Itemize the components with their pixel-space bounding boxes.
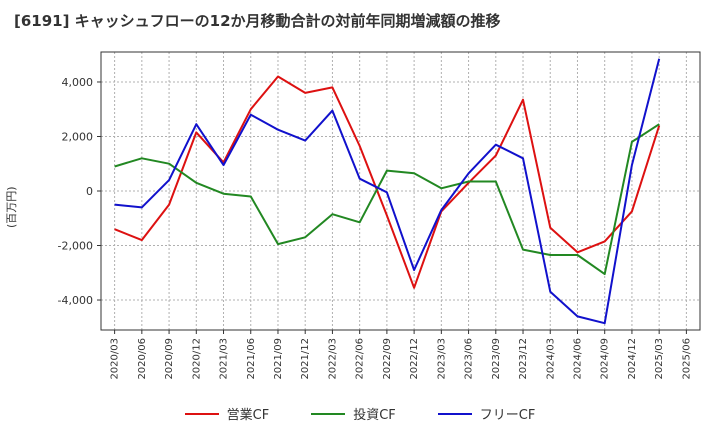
x-tick-label: 2022/06 [355,338,366,380]
x-tick-label: 2023/06 [464,338,475,380]
x-tick-label: 2022/09 [382,338,393,380]
x-tick-label: 2020/09 [164,338,175,380]
x-tick-label: 2025/06 [681,338,692,380]
x-tick-label: 2020/06 [137,338,148,380]
y-tick-label: 2,000 [62,130,94,143]
series-line-1 [114,123,660,276]
x-tick-label: 2022/03 [327,338,338,380]
x-tick-label: 2024/09 [600,338,611,380]
x-tick-label: 2020/03 [110,338,121,380]
plot-frame [100,51,701,331]
x-tick-label: 2023/03 [436,338,447,380]
x-tick-label: 2021/06 [246,338,257,380]
legend-item-operating: 営業CF [184,404,270,423]
legend: 営業CF 投資CF フリーCF [0,404,720,423]
x-tick-label: 2024/06 [572,338,583,380]
series-line-0 [114,75,661,289]
y-tick-label: 0 [86,185,93,198]
x-tick-label: 2021/12 [300,338,311,380]
x-tick-label: 2020/12 [191,338,202,380]
legend-swatch-free [437,412,472,415]
x-tick-label: 2023/09 [491,338,502,380]
x-tick-label: 2021/03 [219,338,230,380]
x-tick-label: 2024/03 [545,338,556,380]
y-tick-label: -2,000 [58,240,93,253]
legend-swatch-investing [311,412,346,415]
chart-title: [6191] キャッシュフローの12か月移動合計の対前年同期増減額の推移 [14,12,501,30]
y-tick-label: 4,000 [62,76,94,89]
series-line-2 [114,58,661,325]
chart-canvas: -4,000 -2,000 0 2,000 4,000 2020/03 2020/06 202… [58,51,701,380]
x-tick-label: 2025/03 [654,338,665,380]
legend-label-investing: 投資CF [353,408,396,423]
x-tick-label: 2023/12 [518,338,529,380]
x-tick-label: 2022/12 [409,338,420,380]
legend-label-operating: 営業CF [226,408,270,423]
legend-label-free: フリーCF [479,408,536,423]
legend-item-free: フリーCF [437,404,536,423]
y-tick-label: -4,000 [58,294,93,307]
legend-swatch-operating [184,412,219,415]
x-tick-label: 2024/12 [627,338,638,380]
x-tick-label: 2021/09 [273,338,284,380]
legend-item-investing: 投資CF [311,404,396,423]
